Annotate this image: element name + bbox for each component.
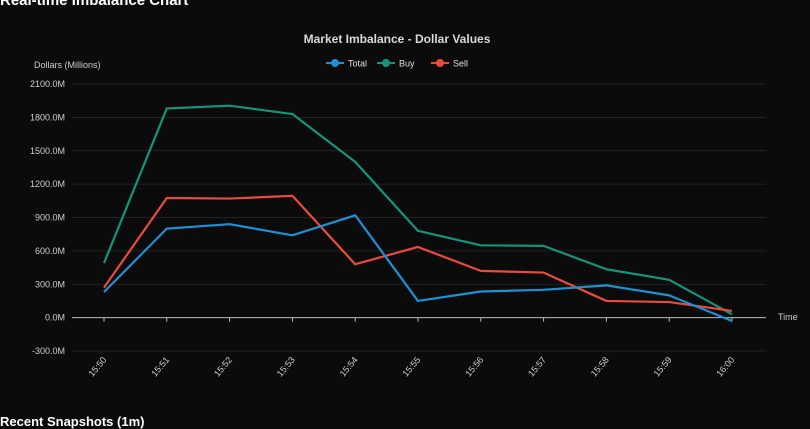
series-line-total xyxy=(103,214,733,322)
y-tick-label: 1200.0M xyxy=(30,179,65,189)
y-tick-label: 1800.0M xyxy=(30,112,65,122)
legend-swatch-dot xyxy=(436,59,444,67)
legend-item-sell[interactable]: Sell xyxy=(431,59,468,69)
chart-section-heading: Real-time Imbalance Chart xyxy=(0,0,189,9)
grid-lines xyxy=(72,83,766,352)
x-tick-label: 15:53 xyxy=(275,355,297,379)
series-line-sell xyxy=(103,194,733,313)
y-axis-label: Dollars (Millions) xyxy=(34,60,101,70)
legend-item-total[interactable]: Total xyxy=(326,59,367,69)
legend-label: Total xyxy=(348,59,367,69)
y-tick-label: -300.0M xyxy=(32,346,65,356)
x-tick-label: 15:54 xyxy=(338,355,360,379)
legend-item-buy[interactable]: Buy xyxy=(377,59,415,69)
x-tick-label: 15:59 xyxy=(652,355,674,379)
y-tick-label: 900.0M xyxy=(35,213,65,223)
y-tick-label: 300.0M xyxy=(35,279,65,289)
x-tick-label: 16:00 xyxy=(714,355,736,379)
y-axis-ticks: 2100.0M 1800.0M 1500.0M 1200.0M 900.0M 600.0M… xyxy=(30,79,65,356)
x-axis-label: Time xyxy=(778,312,798,322)
x-tick-label: 15:50 xyxy=(86,355,108,379)
x-axis-ticks: 15:50 15:51 15:52 15:53 15:54 15:55 15:56 15:57… xyxy=(86,317,737,379)
recent-snapshots-heading: Recent Snapshots (1m) xyxy=(0,414,145,429)
x-tick-label: 15:58 xyxy=(589,355,611,379)
legend-swatch-dot xyxy=(382,59,390,67)
chart-title: Market Imbalance - Dollar Values xyxy=(304,32,491,46)
x-tick-label: 15:56 xyxy=(463,355,485,379)
imbalance-line-chart: Market Imbalance - Dollar Values Dollars… xyxy=(30,32,798,379)
y-tick-label: 2100.0M xyxy=(30,79,65,89)
y-tick-label: 1500.0M xyxy=(30,146,65,156)
chart-legend[interactable]: Total Buy Sell xyxy=(326,59,468,69)
x-tick-label: 15:55 xyxy=(400,355,422,379)
series-line-buy xyxy=(102,104,733,316)
x-tick-label: 15:57 xyxy=(526,355,548,379)
x-tick-label: 15:52 xyxy=(212,355,234,379)
series-lines xyxy=(102,104,733,322)
legend-label: Sell xyxy=(453,59,468,69)
y-tick-label: 0.0M xyxy=(45,313,65,323)
legend-swatch-dot xyxy=(331,59,339,67)
x-tick-label: 15:51 xyxy=(149,355,171,379)
y-tick-label: 600.0M xyxy=(35,246,65,256)
legend-label: Buy xyxy=(399,59,415,69)
